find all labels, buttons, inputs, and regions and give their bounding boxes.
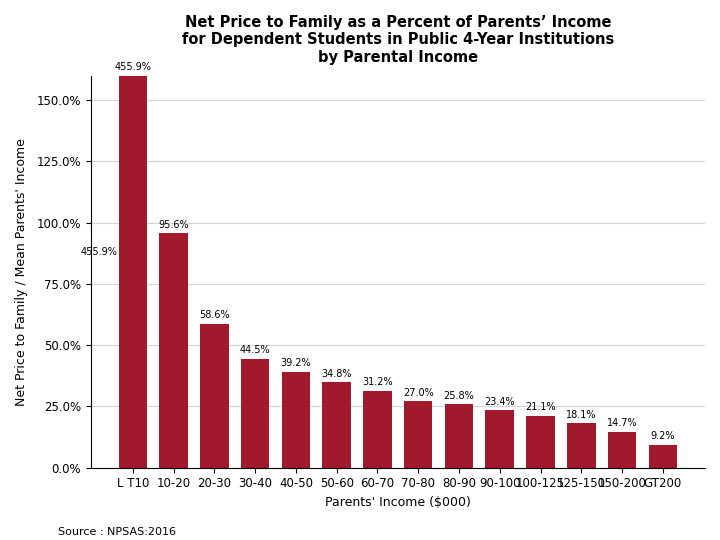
Bar	[241, 359, 269, 468]
Bar	[200, 324, 229, 468]
Text: 58.6%: 58.6%	[199, 310, 230, 320]
Bar	[119, 76, 147, 468]
Text: 23.4%: 23.4%	[485, 396, 515, 407]
Bar	[282, 372, 310, 468]
Text: 21.1%: 21.1%	[525, 402, 556, 412]
Bar	[567, 423, 595, 468]
Bar	[323, 382, 351, 468]
Bar	[404, 401, 433, 468]
Text: 95.6%: 95.6%	[158, 220, 189, 229]
Bar	[649, 445, 677, 468]
Text: 34.8%: 34.8%	[321, 369, 352, 379]
Text: 27.0%: 27.0%	[403, 388, 433, 398]
Text: 25.8%: 25.8%	[444, 390, 474, 401]
Text: 44.5%: 44.5%	[240, 345, 271, 355]
X-axis label: Parents' Income ($000): Parents' Income ($000)	[325, 496, 471, 509]
Text: 455.9%: 455.9%	[114, 62, 151, 72]
Bar	[608, 431, 636, 468]
Text: 18.1%: 18.1%	[566, 409, 597, 420]
Text: 39.2%: 39.2%	[281, 358, 311, 368]
Text: 14.7%: 14.7%	[607, 418, 637, 428]
Bar	[485, 410, 514, 468]
Text: 31.2%: 31.2%	[362, 377, 393, 387]
Bar	[363, 391, 392, 468]
Bar	[159, 233, 188, 468]
Text: 9.2%: 9.2%	[651, 431, 675, 441]
Y-axis label: Net Price to Family / Mean Parents' Income: Net Price to Family / Mean Parents' Inco…	[15, 138, 28, 406]
Bar	[526, 416, 555, 468]
Text: 455.9%: 455.9%	[80, 247, 117, 257]
Bar	[445, 404, 473, 468]
Title: Net Price to Family as a Percent of Parents’ Income
for Dependent Students in Pu: Net Price to Family as a Percent of Pare…	[181, 15, 614, 65]
Text: Source : NPSAS:2016: Source : NPSAS:2016	[58, 526, 176, 537]
